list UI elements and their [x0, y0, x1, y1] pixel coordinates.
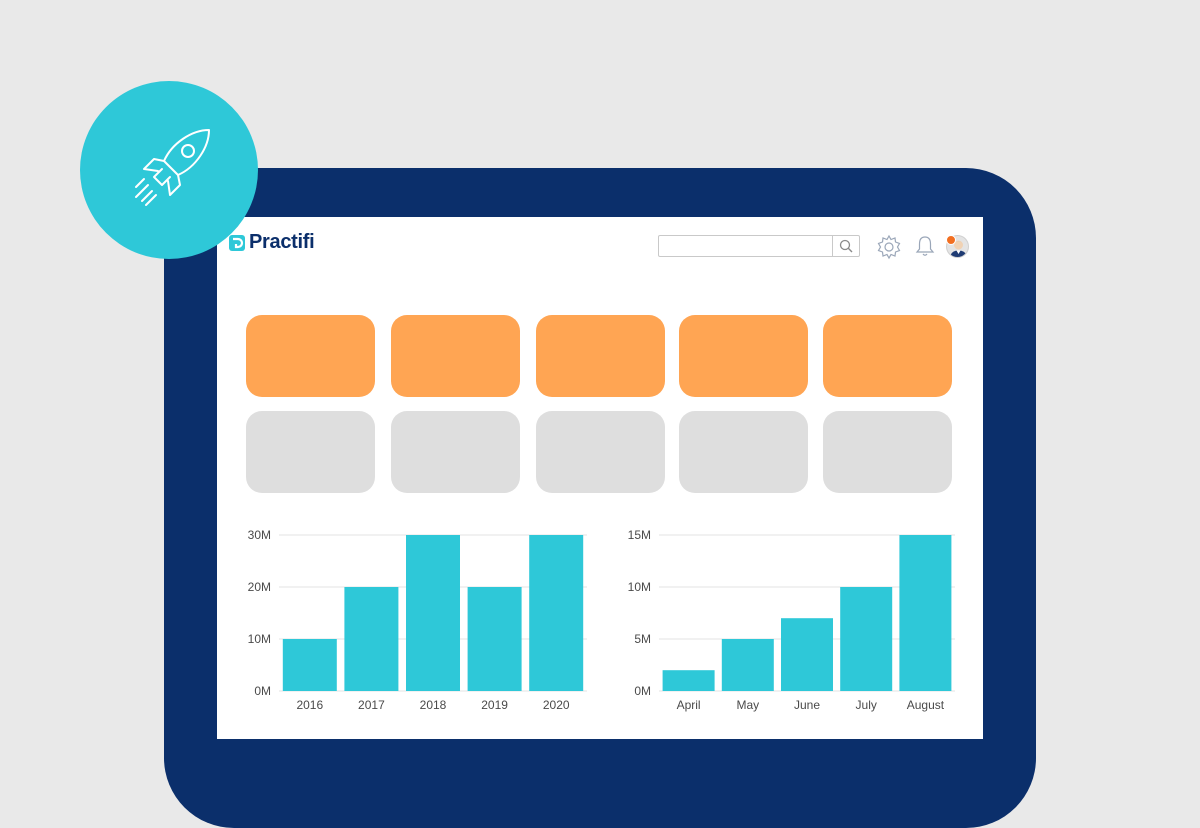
x-tick-label: 2019 [481, 698, 508, 712]
kpi-tile-5[interactable] [823, 315, 952, 397]
x-tick-label: 2016 [296, 698, 323, 712]
bar-2020 [529, 535, 584, 691]
bar-2016 [282, 639, 337, 691]
y-tick-label: 15M [628, 528, 651, 542]
y-tick-label: 30M [248, 528, 271, 542]
x-tick-label: June [794, 698, 820, 712]
avatar-icon [950, 240, 967, 257]
x-tick-label: July [856, 698, 877, 712]
kpi-tile-10[interactable] [823, 411, 952, 493]
x-tick-label: 2018 [420, 698, 447, 712]
x-tick-label: 2017 [358, 698, 385, 712]
y-tick-label: 0M [634, 684, 651, 698]
rocket-icon [135, 129, 210, 206]
kpi-tile-9[interactable] [679, 411, 808, 493]
bar-2019 [467, 587, 522, 691]
search-icon [839, 239, 853, 253]
bar-august [899, 535, 952, 691]
annual-bar-chart: 0M 10M 20M 30M 2016 2017 2018 2019 2020 [237, 527, 597, 717]
y-tick-label: 0M [254, 684, 271, 698]
x-tick-label: August [907, 698, 945, 712]
bar-june [781, 618, 833, 691]
y-tick-label: 10M [248, 632, 271, 646]
kpi-tile-6[interactable] [246, 411, 375, 493]
y-tick-label: 20M [248, 580, 271, 594]
y-tick-label: 5M [634, 632, 651, 646]
bar-may [721, 639, 774, 691]
bar-2018 [406, 535, 460, 691]
x-tick-label: April [677, 698, 701, 712]
kpi-tile-4[interactable] [679, 315, 808, 397]
bar-2017 [344, 587, 399, 691]
bell-icon [915, 236, 935, 256]
logo-mark-icon [229, 234, 245, 251]
settings-button[interactable] [875, 233, 903, 261]
x-tick-label: May [736, 698, 759, 712]
search-button[interactable] [832, 236, 859, 256]
kpi-tile-3[interactable] [536, 315, 665, 397]
bar-april [662, 670, 715, 691]
notification-badge [946, 235, 956, 245]
rocket-badge [80, 81, 258, 259]
practifi-logo[interactable]: Practifi [229, 231, 315, 254]
app-screen: Practifi [217, 217, 983, 739]
kpi-tile-1[interactable] [246, 315, 375, 397]
gear-icon [877, 234, 901, 260]
bar-july [840, 587, 893, 691]
kpi-tile-7[interactable] [391, 411, 520, 493]
search-input[interactable] [659, 236, 833, 256]
y-tick-label: 10M [628, 580, 651, 594]
monthly-bar-chart: 0M 5M 10M 15M April May June July August [617, 527, 962, 717]
annual-bar-chart-svg: 0M 10M 20M 30M 2016 2017 2018 2019 2020 [248, 528, 587, 712]
logo-text: Practifi [249, 231, 315, 253]
kpi-tile-2[interactable] [391, 315, 520, 397]
notifications-button[interactable] [914, 234, 936, 258]
search-box[interactable] [658, 235, 860, 257]
kpi-tile-8[interactable] [536, 411, 665, 493]
monthly-bar-chart-svg: 0M 5M 10M 15M April May June July August [628, 528, 955, 712]
x-tick-label: 2020 [543, 698, 570, 712]
